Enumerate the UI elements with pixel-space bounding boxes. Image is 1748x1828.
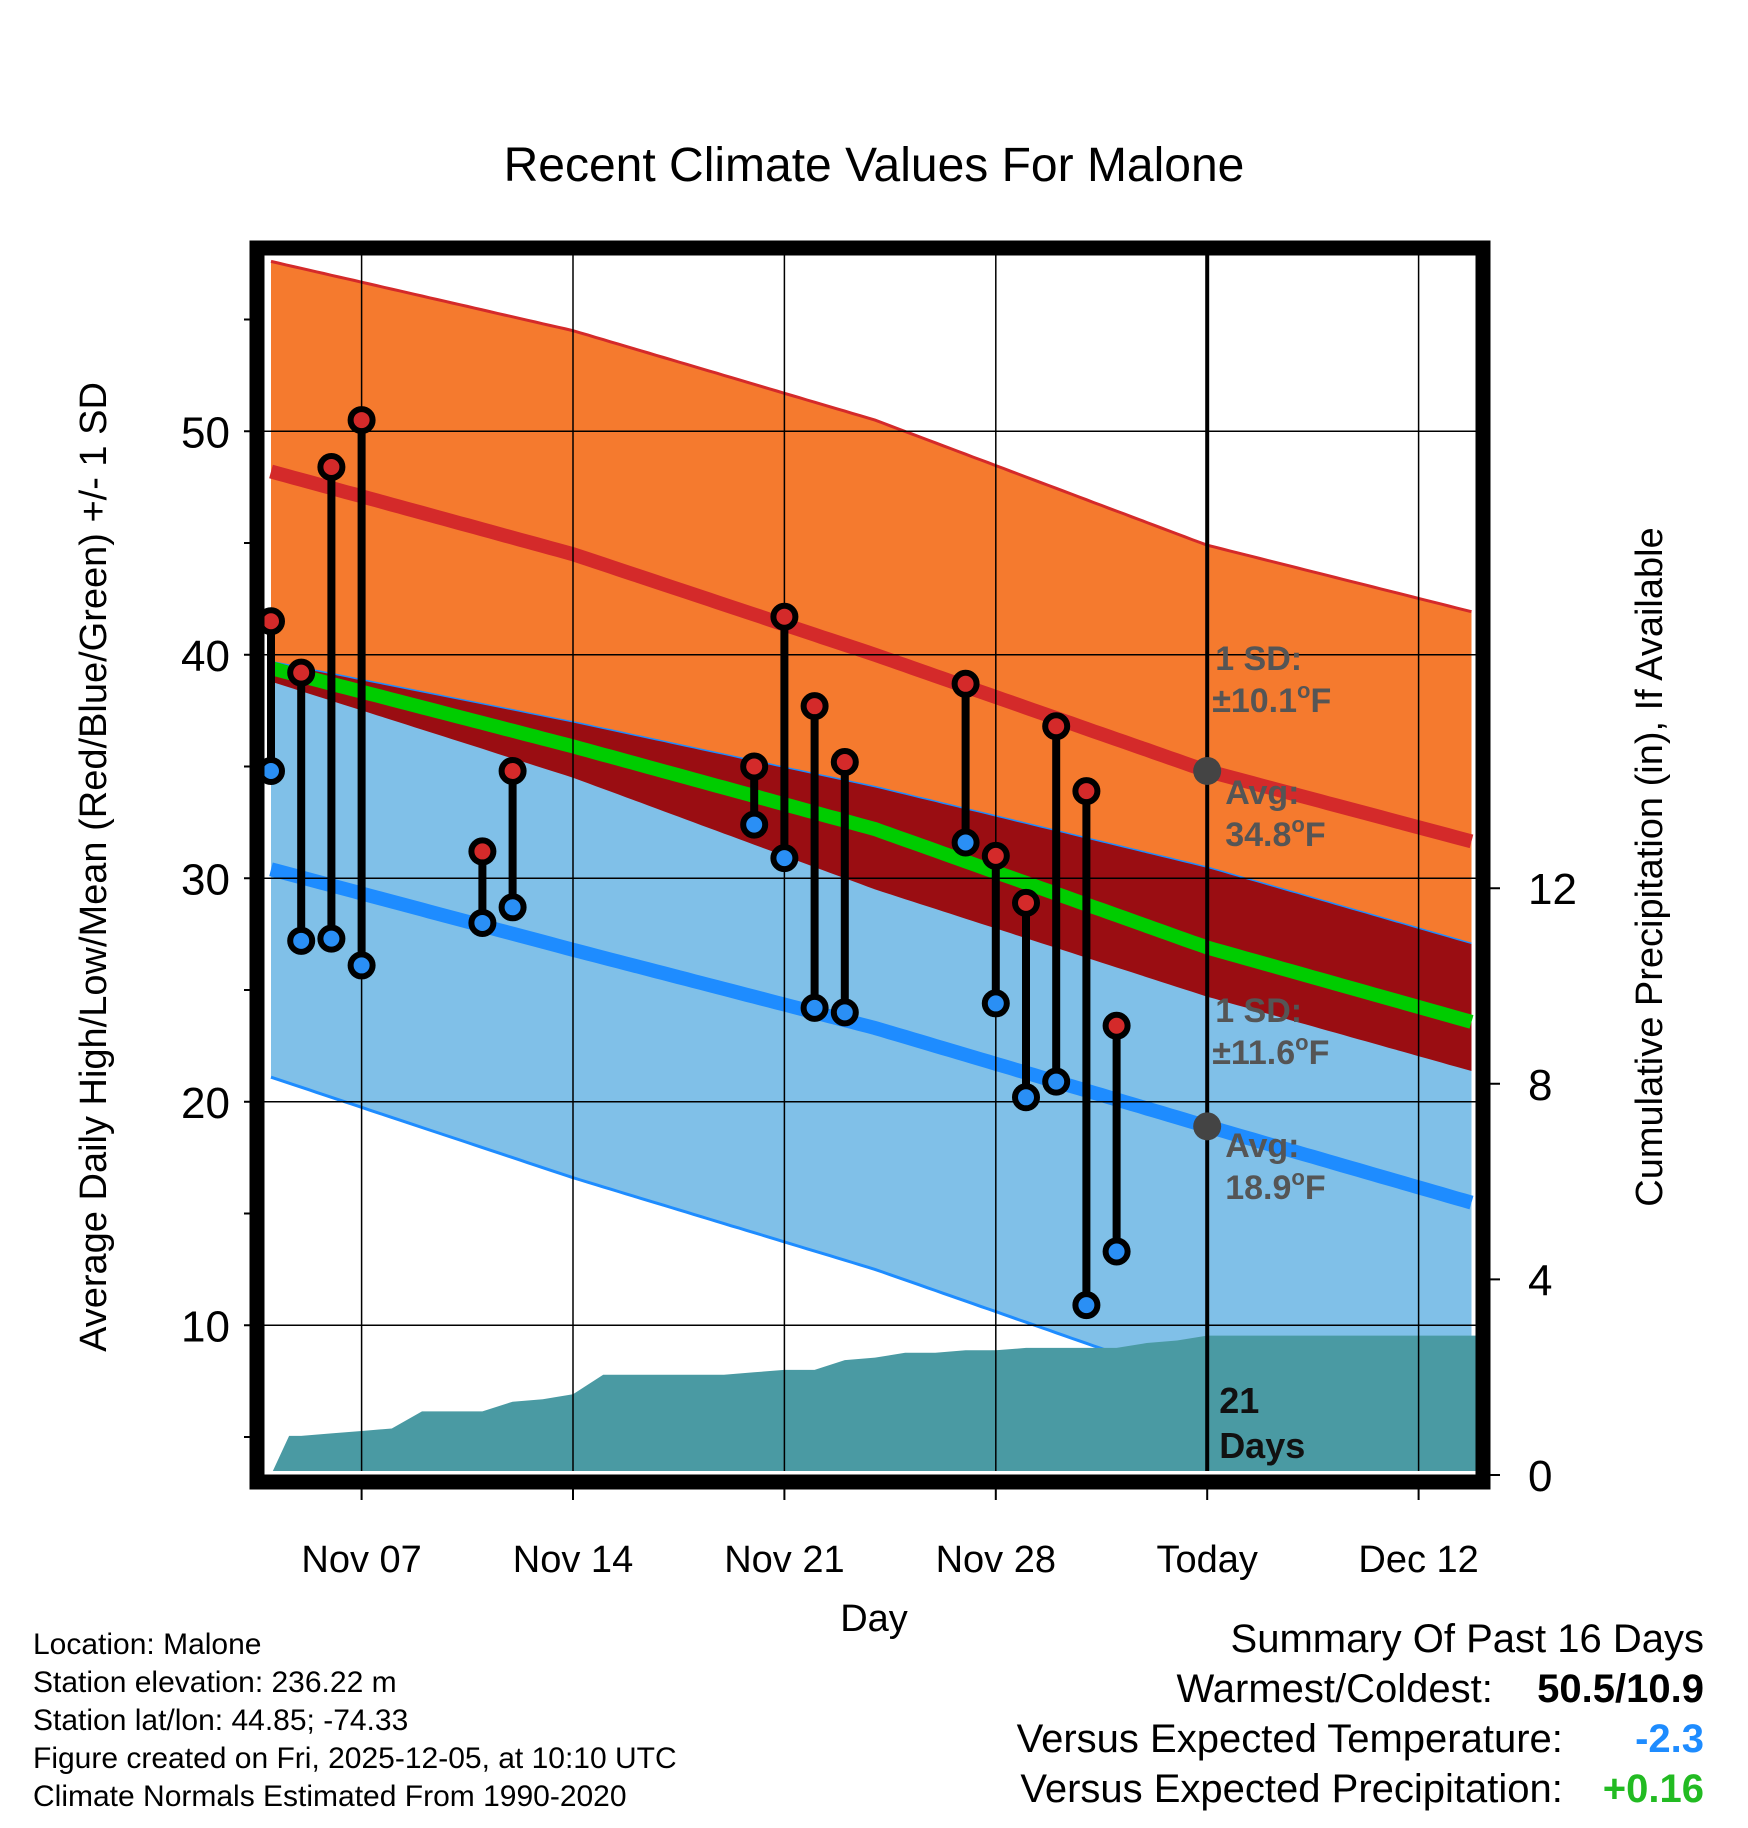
x-tick-label: Nov 21	[724, 1539, 844, 1581]
low-sd-value: ±11.6oF	[1212, 1030, 1329, 1072]
y-tick-label: 40	[181, 632, 230, 681]
x-tick-label: Nov 28	[936, 1539, 1056, 1581]
daily-high-point	[287, 658, 316, 687]
daily-low-point	[740, 810, 769, 839]
summary-precip: Versus Expected Precipitation: +0.16	[1017, 1767, 1704, 1817]
y2-tick-label: 0	[1528, 1452, 1552, 1501]
daily-low-point	[468, 908, 497, 937]
daily-low-point	[1042, 1067, 1071, 1096]
temp-value: -2.3	[1635, 1717, 1704, 1761]
y-tick-label: 20	[181, 1079, 230, 1128]
elevation-text: Station elevation: 236.22 m	[33, 1666, 397, 1699]
high-avg-value: 34.8oF	[1225, 812, 1325, 854]
x-tick-label: Dec 12	[1358, 1539, 1478, 1581]
daily-high-point	[347, 406, 376, 435]
low-avg-value: 18.9oF	[1225, 1165, 1325, 1207]
y-tick-label: 30	[181, 855, 230, 904]
daily-low-point	[347, 951, 376, 980]
daily-high-point	[770, 602, 799, 631]
daily-high-point	[830, 748, 859, 777]
daily-high-point	[1102, 1011, 1131, 1040]
y-axis-label: Average Daily High/Low/Mean (Red/Blue/Gr…	[73, 382, 115, 1352]
precip-label: Versus Expected Precipitation:	[1020, 1767, 1563, 1811]
normals-text: Climate Normals Estimated From 1990-2020	[33, 1780, 627, 1813]
x-tick-label: Nov 14	[513, 1539, 633, 1581]
daily-high-point	[800, 692, 829, 721]
created-text: Figure created on Fri, 2025-12-05, at 10…	[33, 1742, 677, 1775]
overlap-band	[271, 661, 1472, 1071]
daily-high-point	[1012, 888, 1040, 917]
y2-tick-label: 4	[1528, 1256, 1552, 1305]
y-tick-label: 50	[181, 408, 230, 457]
high-sd-value: ±10.1oF	[1212, 678, 1331, 720]
daily-low-point	[981, 989, 1010, 1018]
location-text: Location: Malone	[33, 1628, 262, 1661]
daily-low-point	[317, 924, 346, 953]
x-tick-label: Nov 07	[301, 1539, 421, 1581]
high-sd-upper-edge	[270, 259, 1472, 614]
summary-warm-cold: Warmest/Coldest: 50.5/10.9	[1017, 1667, 1705, 1717]
mean-normal-line	[269, 661, 1474, 1029]
station-info: Location: Malone Station elevation: 236.…	[33, 1626, 677, 1816]
daily-high-point	[1072, 777, 1101, 806]
x-tick-label: Today	[1156, 1539, 1257, 1581]
low-avg-marker	[1193, 1112, 1222, 1141]
high-sd-label: 1 SD:	[1215, 640, 1302, 678]
daily-low-point	[1012, 1083, 1040, 1112]
daily-low-point	[830, 998, 859, 1027]
precipitation-area	[272, 1335, 1477, 1471]
y2-tick-label: 8	[1528, 1061, 1552, 1110]
high-avg-label: Avg:	[1225, 774, 1299, 812]
daily-high-point	[981, 841, 1010, 870]
days-count: 21	[1219, 1380, 1259, 1421]
daily-low-point	[498, 893, 527, 922]
daily-high-point	[498, 756, 527, 785]
high-avg-marker	[1193, 756, 1222, 785]
daily-low-point	[287, 926, 316, 955]
warm-cold-value: 50.5/10.9	[1537, 1667, 1704, 1711]
days-label: Days	[1219, 1425, 1305, 1466]
x-axis-label: Day	[840, 1598, 908, 1640]
low-sd-label: 1 SD:	[1215, 992, 1302, 1030]
low-sd-upper-edge	[270, 660, 1472, 945]
low-avg-label: Avg:	[1225, 1127, 1299, 1165]
daily-high-point	[317, 453, 346, 482]
summary-temp: Versus Expected Temperature: -2.3	[1017, 1717, 1704, 1767]
summary-title: Summary Of Past 16 Days	[1230, 1617, 1704, 1661]
daily-high-point	[951, 669, 980, 698]
daily-low-point	[800, 993, 829, 1022]
daily-high-point	[468, 837, 497, 866]
latlon-text: Station lat/lon: 44.85; -74.33	[33, 1704, 409, 1737]
daily-high-point	[740, 752, 769, 781]
daily-low-point	[1102, 1237, 1131, 1266]
y-tick-label: 10	[181, 1302, 230, 1351]
temp-label: Versus Expected Temperature:	[1016, 1717, 1563, 1761]
daily-low-point	[1072, 1291, 1101, 1320]
y2-axis-label: Cumulative Precipitation (in), If Availa…	[1629, 527, 1671, 1206]
plot-frame	[249, 240, 1491, 1490]
warm-cold-label: Warmest/Coldest:	[1176, 1667, 1493, 1711]
summary-panel: Summary Of Past 16 Days Warmest/Coldest:…	[1017, 1617, 1704, 1817]
y2-tick-label: 12	[1528, 865, 1577, 914]
high-normal-line	[269, 464, 1474, 849]
precip-value: +0.16	[1602, 1767, 1704, 1811]
daily-low-point	[951, 828, 980, 857]
chart-title: Recent Climate Values For Malone	[504, 139, 1245, 192]
daily-high-point	[1042, 712, 1071, 741]
daily-low-point	[770, 844, 799, 873]
